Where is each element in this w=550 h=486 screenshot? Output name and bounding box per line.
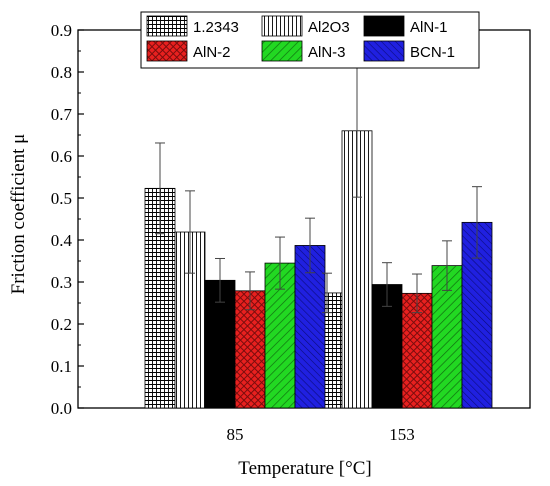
error-bar-AlN-2-153 xyxy=(412,273,422,314)
legend-item-AlN-1: AlN-1 xyxy=(363,15,448,37)
legend-swatch xyxy=(261,40,303,62)
y-tick-label: 0.4 xyxy=(51,231,73,250)
legend-swatch xyxy=(363,40,405,62)
legend-item-Al2O3: Al2O3 xyxy=(261,15,350,37)
y-tick-label: 0.0 xyxy=(51,399,72,418)
legend-item-1.2343: 1.2343 xyxy=(146,15,239,37)
legend-item-AlN-2: AlN-2 xyxy=(146,40,231,62)
legend-box xyxy=(140,11,480,69)
legend-label: AlN-3 xyxy=(308,44,346,61)
error-bar-AlN-2-85 xyxy=(245,271,255,311)
x-tick-label: 85 xyxy=(227,425,244,444)
bars-group xyxy=(144,130,493,409)
legend-swatch xyxy=(146,40,188,62)
legend: 1.2343 Al2O3 AlN-1 AlN-2 AlN-3 BCN-1 xyxy=(140,11,480,69)
legend-label: AlN-2 xyxy=(193,44,231,61)
error-bar-AlN-3-85 xyxy=(275,236,285,290)
y-tick-label: 0.5 xyxy=(51,189,72,208)
error-bar-AlN-3-153 xyxy=(442,240,452,291)
error-bar-1.2343-153 xyxy=(322,272,332,314)
x-axis-title: Temperature [°C] xyxy=(238,458,371,479)
error-bar-Al2O3-85 xyxy=(185,190,195,274)
error-bar-BCN-1-153 xyxy=(472,186,482,259)
error-bar-BCN-1-85 xyxy=(305,217,315,274)
y-tick-label: 0.2 xyxy=(51,315,72,334)
legend-item-AlN-3: AlN-3 xyxy=(261,40,346,62)
error-bar-1.2343-85 xyxy=(155,142,165,235)
x-tick-label: 153 xyxy=(389,425,415,444)
legend-label: BCN-1 xyxy=(410,44,455,61)
legend-swatch xyxy=(146,15,188,37)
legend-swatch xyxy=(261,15,303,37)
y-tick-label: 0.7 xyxy=(51,105,73,124)
bar-AlN-2-85 xyxy=(234,290,266,409)
y-axis-title: Friction coefficient μ xyxy=(8,134,29,295)
y-tick-label: 0.1 xyxy=(51,357,72,376)
legend-label: AlN-1 xyxy=(410,19,448,36)
legend-item-BCN-1: BCN-1 xyxy=(363,40,455,62)
y-tick-label: 0.3 xyxy=(51,273,72,292)
error-bars-group xyxy=(155,63,482,314)
legend-label: 1.2343 xyxy=(193,19,239,36)
legend-label: Al2O3 xyxy=(308,19,350,36)
axes-group: 0.0 0.1 0.2 0.3 0.4 0.5 0.6 0.7 0.8 0.9 85 153 xyxy=(51,21,415,444)
error-bar-AlN-1-153 xyxy=(382,262,392,307)
bar-AlN-1-85 xyxy=(204,279,236,409)
y-tick-label: 0.6 xyxy=(51,147,72,166)
error-bar-AlN-1-85 xyxy=(215,257,225,303)
y-tick-label: 0.8 xyxy=(51,63,72,82)
legend-swatch xyxy=(363,15,405,37)
y-tick-label: 0.9 xyxy=(51,21,72,40)
